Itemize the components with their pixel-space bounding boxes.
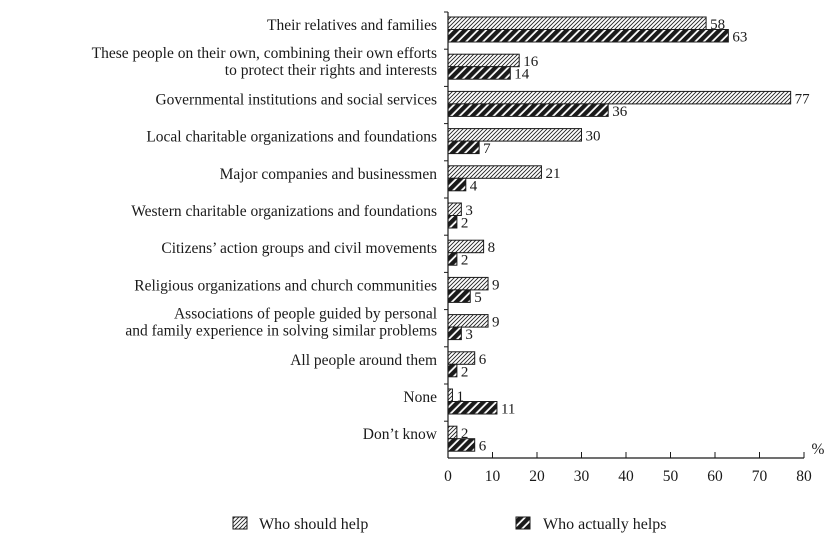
data-label: 1 [456,389,464,405]
data-label: 6 [479,352,487,368]
category-label: Associations of people guided by persona… [174,306,437,323]
bar [447,103,609,117]
category-label: Religious organizations and church commu… [134,277,437,294]
bar-group: Major companies and businessmen 21 4 [220,165,560,194]
legend-swatch [515,516,531,530]
legend-item: Who actually helps [515,516,667,533]
data-label: 21 [545,166,560,182]
data-label: 14 [514,67,530,83]
bar-group: None 111 [403,388,515,418]
legend: Who should help Who actually helps [232,516,667,533]
category-label: Don’t know [363,426,438,443]
bar-group: Religious organizations and church commu… [134,276,500,306]
legend-swatch [232,516,248,530]
data-label: 8 [488,240,496,256]
bar [447,16,707,30]
bar [447,140,480,155]
x-tick-label: 40 [618,468,634,485]
bar-group: These people on their own, combining the… [92,45,539,82]
legend-item: Who should help [232,516,368,533]
x-tick-label: 60 [707,468,723,485]
category-label: All people around them [290,352,437,369]
bar-group: All people around them 62 [290,351,487,380]
category-label: and family experience in solving similar… [125,323,437,340]
bar [447,289,471,303]
bar [447,66,511,80]
data-label: 9 [492,277,500,293]
category-label: Western charitable organizations and fou… [131,203,437,220]
unit-label: % [812,441,825,458]
data-label: 3 [465,327,473,343]
x-tick-label: 20 [529,468,545,485]
bar [447,128,582,142]
data-label: 2 [461,364,469,380]
category-label: Local charitable organizations and found… [146,129,437,146]
bar [447,252,458,266]
data-label: 2 [461,426,469,442]
x-tick-label: 80 [796,468,812,485]
data-label: 63 [732,30,747,46]
bar [447,239,485,254]
bar [447,401,498,415]
category-label: Their relatives and families [267,17,437,34]
bar [447,177,467,192]
data-label: 7 [483,141,491,157]
bar [447,425,458,440]
bar [447,351,476,365]
data-label: 3 [465,203,473,219]
legend-label: Who actually helps [543,516,667,533]
x-tick-label: 0 [444,468,452,485]
x-tick-label: 30 [574,468,590,485]
category-label: Citizens’ action groups and civil moveme… [161,240,437,257]
bar [447,438,476,452]
x-tick-label: 50 [663,468,679,485]
bar [447,53,520,68]
bar-group: Don’t know 26 [363,425,487,455]
legend-label: Who should help [259,516,368,533]
bar-group: Local charitable organizations and found… [146,128,601,157]
x-tick-label: 70 [752,468,768,485]
bar-group: Western charitable organizations and fou… [131,202,473,232]
data-label: 30 [586,129,601,145]
bar [447,29,729,43]
bar [447,215,458,229]
data-label: 4 [470,178,478,194]
category-label: These people on their own, combining the… [92,45,437,62]
data-label: 2 [461,216,469,232]
data-label: 36 [612,104,628,120]
bar-group: Citizens’ action groups and civil moveme… [161,239,496,269]
x-tick-label: 10 [485,468,501,485]
data-label: 6 [479,439,487,455]
bar [447,165,542,179]
data-label: 2 [461,253,469,269]
category-label: Major companies and businessmen [220,166,438,183]
bar [447,202,462,216]
bar [447,276,489,291]
bar [447,388,453,402]
data-label: 77 [795,91,811,107]
bar-group: Governmental institutions and social ser… [155,90,811,120]
bar-group: Associations of people guided by persona… [125,306,499,344]
category-label: Governmental institutions and social ser… [155,91,437,108]
bar [447,314,489,328]
data-label: 5 [474,290,482,306]
bar [447,326,462,341]
data-label: 11 [501,402,515,418]
bar [447,363,458,378]
data-label: 16 [523,54,539,70]
data-label: 9 [492,315,500,331]
category-label: to protect their rights and interests [225,62,437,79]
category-label: None [403,389,437,406]
bar [447,90,792,105]
